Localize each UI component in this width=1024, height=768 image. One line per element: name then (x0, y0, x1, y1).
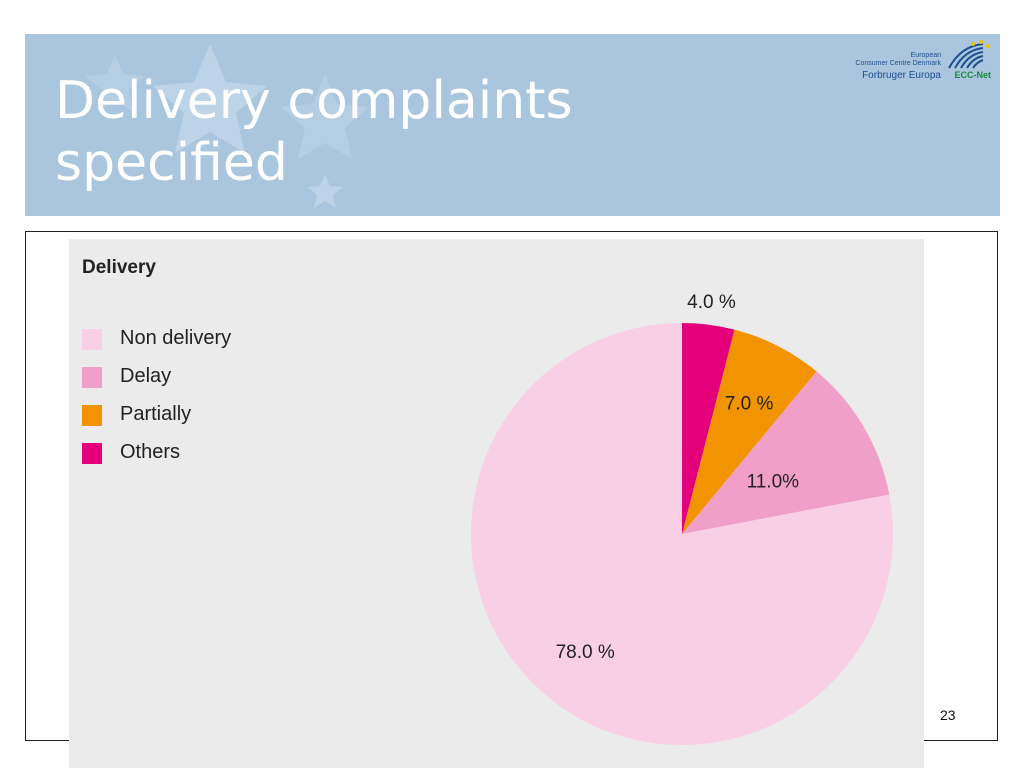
ecc-arcs-icon (948, 40, 990, 69)
slice-label-partially: 7.0 % (725, 393, 774, 414)
slide-title: Delivery complaints specified (55, 70, 695, 194)
ecc-logo: European Consumer Centre Denmark Forbrug… (855, 40, 993, 102)
legend-label: Non delivery (120, 327, 232, 349)
logo-text-ecc-net: ECC-Net (954, 70, 991, 80)
pie-slice-others (682, 323, 735, 534)
star-watermark-icon (85, 44, 369, 208)
slice-label-non-delivery: 78.0 % (556, 642, 615, 663)
slice-label-others: 4.0 % (687, 292, 736, 313)
pie-slice-non-delivery (471, 323, 894, 745)
legend-swatch (82, 443, 102, 464)
logo-text-forbruger: Forbruger Europa (862, 70, 941, 81)
logo-text-european: European (910, 52, 941, 59)
pie-slice-partially (682, 329, 817, 534)
title-line-2: specified (55, 133, 288, 193)
pie-chart: 78.0 % 11.0% 7.0 % 4.0 % (471, 292, 894, 745)
legend-swatch (82, 405, 102, 426)
slide-header: Delivery complaints specified European C… (25, 34, 1000, 216)
pie-slice-delay (682, 371, 890, 534)
page-number: 23 (940, 707, 956, 723)
slice-label-delay: 11.0% (747, 471, 800, 492)
legend-label: Delay (120, 365, 172, 387)
chart-panel: Delivery Non delivery Delay Partially Ot… (69, 239, 924, 768)
logo-text-centre: Consumer Centre Denmark (855, 60, 941, 67)
legend-swatch (82, 329, 102, 350)
legend-label: Partially (120, 403, 192, 425)
legend-label: Others (120, 441, 181, 463)
legend-swatch (82, 367, 102, 388)
title-line-1: Delivery complaints (55, 71, 573, 131)
chart-title: Delivery (82, 257, 156, 278)
